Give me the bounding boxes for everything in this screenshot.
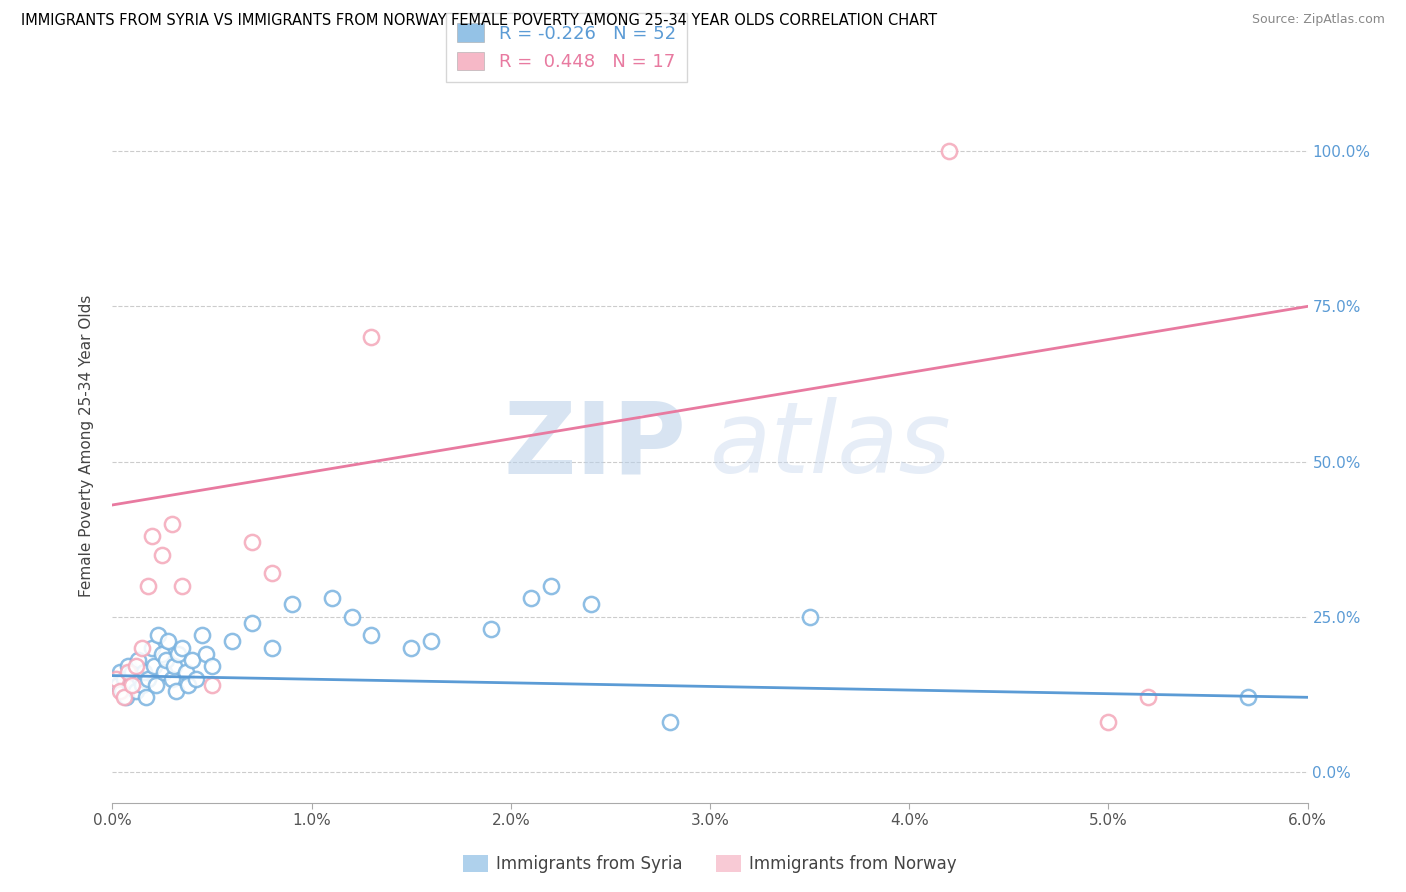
- Point: [135, 690, 157, 705]
- Point: [117, 659, 139, 673]
- Point: [114, 690, 135, 705]
- Point: [260, 640, 283, 655]
- Text: Source: ZipAtlas.com: Source: ZipAtlas.com: [1251, 13, 1385, 27]
- Point: [121, 665, 143, 680]
- Point: [1137, 690, 1160, 705]
- Point: [177, 678, 200, 692]
- Text: atlas: atlas: [710, 398, 952, 494]
- Point: [260, 566, 283, 581]
- Point: [107, 678, 129, 692]
- Point: [141, 529, 163, 543]
- Point: [167, 647, 190, 661]
- Point: [162, 516, 183, 531]
- Point: [221, 634, 243, 648]
- Text: ZIP: ZIP: [503, 398, 686, 494]
- Point: [659, 715, 682, 730]
- Point: [105, 672, 128, 686]
- Point: [141, 640, 163, 655]
- Point: [115, 690, 138, 705]
- Point: [1097, 715, 1119, 730]
- Point: [401, 640, 423, 655]
- Point: [321, 591, 343, 605]
- Point: [117, 665, 139, 680]
- Point: [134, 665, 156, 680]
- Point: [131, 678, 153, 692]
- Point: [125, 659, 148, 673]
- Point: [138, 672, 160, 686]
- Point: [340, 609, 363, 624]
- Y-axis label: Female Poverty Among 25-34 Year Olds: Female Poverty Among 25-34 Year Olds: [79, 295, 94, 597]
- Point: [163, 659, 186, 673]
- Point: [186, 672, 208, 686]
- Point: [165, 684, 187, 698]
- Point: [111, 684, 134, 698]
- Point: [125, 684, 148, 698]
- Point: [114, 672, 135, 686]
- Point: [281, 597, 304, 611]
- Point: [121, 678, 143, 692]
- Point: [120, 678, 142, 692]
- Point: [195, 647, 218, 661]
- Point: [360, 628, 382, 642]
- Point: [540, 579, 562, 593]
- Point: [148, 628, 170, 642]
- Legend: Immigrants from Syria, Immigrants from Norway: Immigrants from Syria, Immigrants from N…: [457, 848, 963, 880]
- Point: [150, 647, 173, 661]
- Point: [150, 548, 173, 562]
- Point: [155, 653, 177, 667]
- Point: [181, 653, 204, 667]
- Point: [172, 640, 194, 655]
- Point: [240, 615, 263, 630]
- Point: [172, 579, 194, 593]
- Point: [201, 678, 224, 692]
- Point: [174, 665, 197, 680]
- Point: [145, 678, 167, 692]
- Point: [138, 579, 160, 593]
- Point: [1237, 690, 1260, 705]
- Point: [938, 145, 960, 159]
- Point: [191, 628, 214, 642]
- Point: [479, 622, 502, 636]
- Point: [157, 634, 180, 648]
- Point: [162, 672, 183, 686]
- Point: [129, 672, 152, 686]
- Point: [110, 665, 132, 680]
- Text: IMMIGRANTS FROM SYRIA VS IMMIGRANTS FROM NORWAY FEMALE POVERTY AMONG 25-34 YEAR : IMMIGRANTS FROM SYRIA VS IMMIGRANTS FROM…: [21, 13, 938, 29]
- Point: [201, 659, 224, 673]
- Point: [143, 659, 166, 673]
- Point: [153, 665, 176, 680]
- Point: [127, 653, 149, 667]
- Point: [579, 597, 602, 611]
- Point: [799, 609, 821, 624]
- Point: [360, 330, 382, 344]
- Point: [110, 684, 132, 698]
- Point: [520, 591, 543, 605]
- Point: [240, 535, 263, 549]
- Point: [105, 672, 128, 686]
- Point: [420, 634, 443, 648]
- Point: [131, 640, 153, 655]
